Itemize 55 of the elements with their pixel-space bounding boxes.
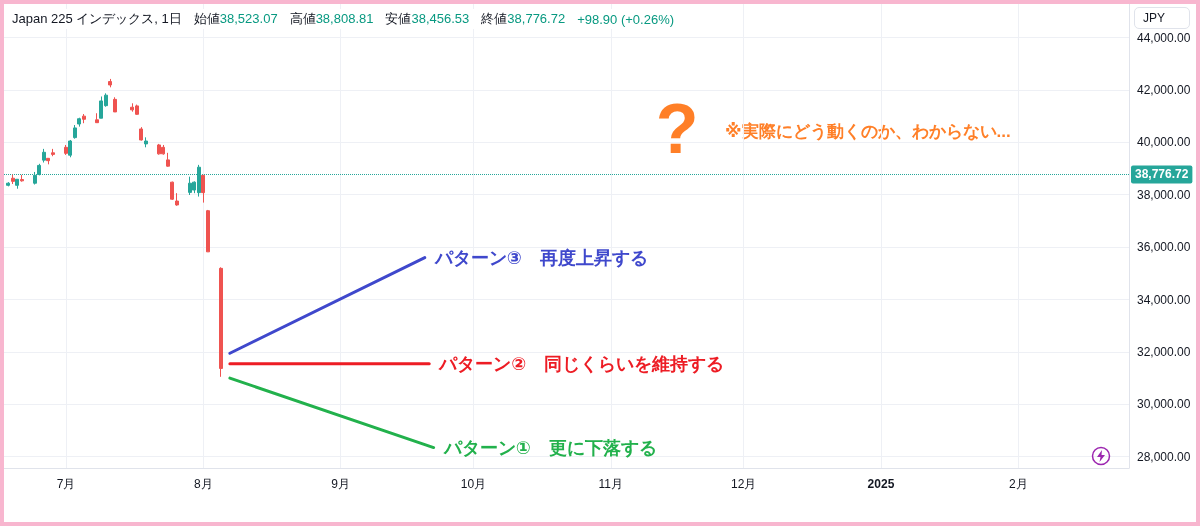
candlestick	[161, 144, 165, 156]
candlestick	[42, 148, 46, 164]
text: Japan 225 インデックス, 1日	[12, 10, 182, 28]
candlestick	[15, 178, 19, 190]
candlestick	[113, 96, 117, 113]
candlestick	[206, 209, 210, 253]
candlestick	[170, 181, 174, 201]
y-tick-label: 44,000.00	[1137, 30, 1191, 45]
candlestick	[20, 174, 24, 183]
series-label: パターン① 更に下落する	[442, 437, 657, 458]
candlestick	[201, 174, 205, 204]
x-tick-label: 11月	[598, 477, 624, 491]
y-tick-label: 36,000.00	[1137, 240, 1191, 255]
x-tick-label: 2月	[1008, 477, 1028, 491]
annotation: 始値38,523.07	[193, 11, 278, 26]
candlestick	[108, 78, 112, 88]
candlestick	[139, 126, 143, 141]
x-tick-label: 9月	[331, 477, 350, 491]
candlestick	[46, 157, 50, 165]
x-tick-label: 8月	[193, 477, 213, 491]
x-tick-label: 12月	[730, 477, 757, 491]
candlestick	[166, 152, 170, 168]
annotation: 安値38,456.53	[385, 11, 470, 26]
candlestick	[175, 192, 179, 207]
y-tick-label: 32,000.00	[1137, 344, 1191, 359]
y-tick-label: 40,000.00	[1137, 135, 1191, 150]
x-tick-label: 7月	[56, 477, 76, 491]
candlestick	[6, 181, 10, 187]
candlestick	[82, 113, 86, 124]
candlestick	[64, 144, 68, 156]
candlestick	[188, 176, 192, 196]
candlestick	[157, 143, 161, 156]
annotation: +98.90 (+0.26%)	[577, 11, 675, 27]
x-tick-label: 10月	[460, 477, 487, 491]
y-tick-label: 34,000.00	[1137, 292, 1191, 307]
candlestick	[95, 112, 99, 124]
candlestick	[144, 136, 148, 148]
ref-line-label: 38,776.72	[1135, 167, 1189, 182]
y-tick-label: 28,000.00	[1137, 449, 1191, 464]
x-tick-label: 2025	[867, 477, 895, 491]
candlestick	[77, 117, 81, 128]
annotation: ?	[655, 90, 699, 168]
annotation: 高値38,808.81	[289, 11, 374, 26]
y-tick-label: 38,000.00	[1137, 187, 1191, 202]
candlestick	[51, 148, 55, 157]
y-tick-label: 42,000.00	[1137, 82, 1191, 97]
series-label: パターン③ 再度上昇する	[433, 247, 649, 268]
candlestick	[68, 139, 72, 158]
y-axis-title: JPY	[1134, 7, 1190, 29]
candlestick	[73, 124, 77, 140]
candlestick	[219, 266, 223, 378]
annotation: 終値38,776.72	[481, 11, 566, 26]
series-label: パターン② 同じくらいを維持する	[438, 353, 725, 374]
y-tick-label: 30,000.00	[1137, 397, 1191, 412]
candlestick	[11, 174, 15, 185]
